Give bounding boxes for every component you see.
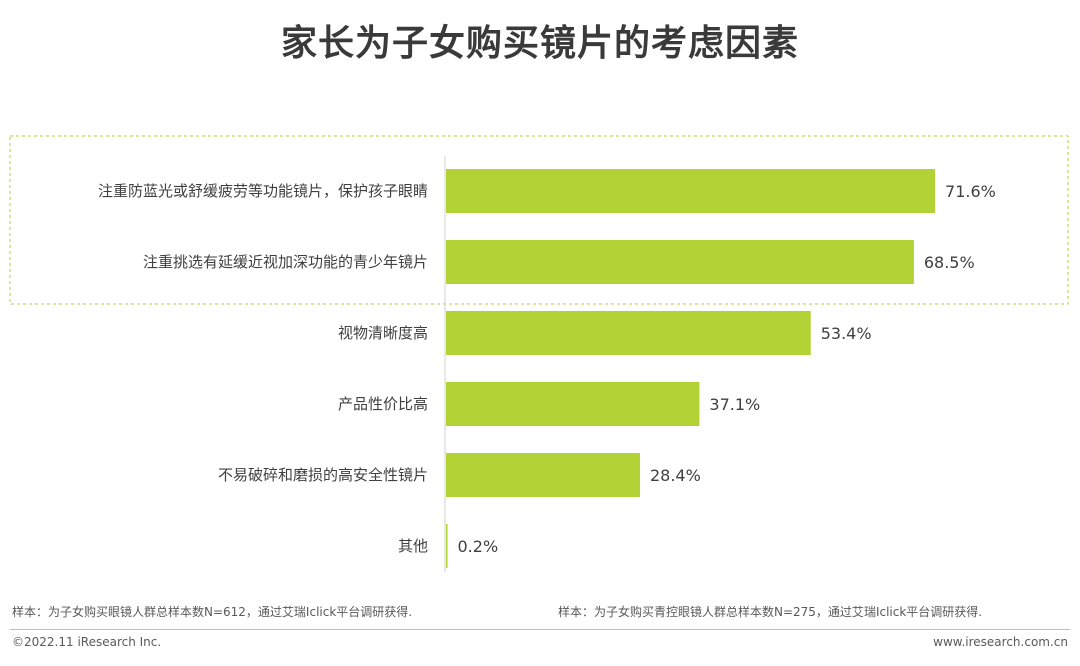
value-label: 53.4% bbox=[821, 324, 872, 343]
category-label: 注重挑选有延缓近视加深功能的青少年镜片 bbox=[143, 253, 428, 271]
value-label: 37.1% bbox=[709, 395, 760, 414]
category-label: 其他 bbox=[398, 537, 428, 555]
bar bbox=[446, 453, 640, 497]
sample-note-right: 样本：为子女购买青控眼镜人群总样本数N=275，通过艾瑞Iclick平台调研获得… bbox=[558, 605, 983, 619]
category-label: 不易破碎和磨损的高安全性镜片 bbox=[218, 466, 428, 484]
bar bbox=[446, 240, 914, 284]
sample-note-left: 样本：为子女购买眼镜人群总样本数N=612，通过艾瑞Iclick平台调研获得. bbox=[12, 605, 413, 619]
bar bbox=[446, 169, 936, 213]
copyright: ©2022.11 iResearch Inc. bbox=[12, 635, 162, 649]
bars-group: 注重防蓝光或舒缓疲劳等功能镜片，保护孩子眼睛 71.6% 注重挑选有延缓近视加深功能… bbox=[98, 169, 996, 568]
value-label: 28.4% bbox=[650, 466, 701, 485]
bar bbox=[446, 382, 700, 426]
website: www.iresearch.com.cn bbox=[933, 635, 1068, 649]
highlight-box bbox=[9, 135, 1069, 305]
value-label: 68.5% bbox=[924, 253, 975, 272]
bar bbox=[446, 311, 811, 355]
category-label: 注重防蓝光或舒缓疲劳等功能镜片，保护孩子眼睛 bbox=[98, 182, 428, 200]
category-label: 产品性价比高 bbox=[338, 395, 428, 413]
chart-title: 家长为子女购买镜片的考虑因素 bbox=[280, 23, 799, 64]
value-label: 71.6% bbox=[945, 182, 996, 201]
footer-divider bbox=[10, 629, 1070, 630]
bar bbox=[446, 524, 448, 568]
bar-chart: 注重防蓝光或舒缓疲劳等功能镜片，保护孩子眼睛 71.6% 注重挑选有延缓近视加深功能… bbox=[9, 135, 1069, 572]
value-label: 0.2% bbox=[458, 537, 499, 556]
category-label: 视物清晰度高 bbox=[338, 324, 428, 342]
